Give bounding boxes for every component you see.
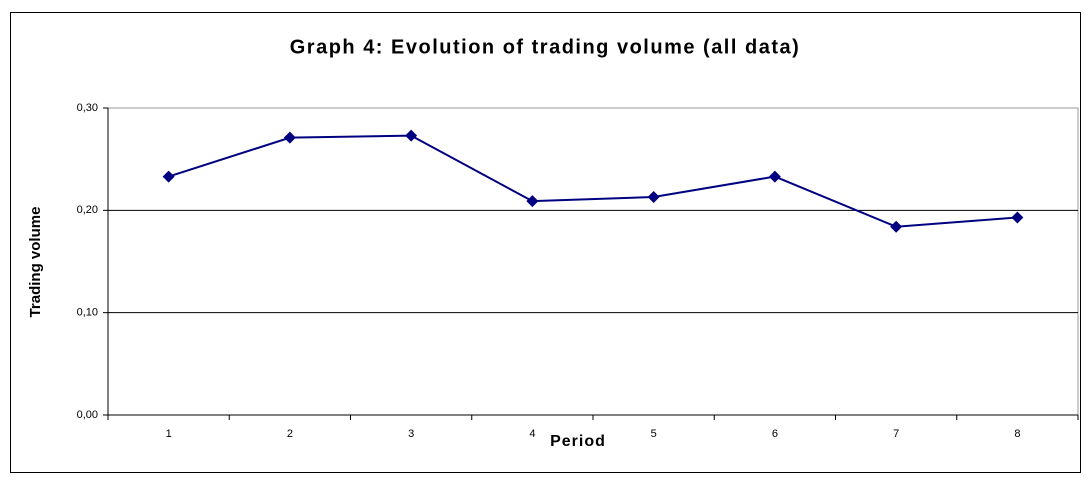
- plot-area: [107, 107, 1079, 416]
- series-line: [168, 134, 1018, 228]
- data-point: [768, 170, 781, 183]
- x-tick-label: 6: [772, 428, 778, 440]
- data-point: [405, 129, 418, 142]
- x-tick-label: 3: [408, 428, 414, 440]
- x-tick-label: 4: [529, 428, 535, 440]
- data-point: [526, 195, 539, 208]
- y-tick-label: 0,30: [77, 102, 98, 114]
- y-tick-label: 0,00: [77, 409, 98, 421]
- x-tick-label: 5: [651, 428, 657, 440]
- data-point: [162, 170, 175, 183]
- data-point: [890, 220, 903, 233]
- x-tick-label: 2: [287, 428, 293, 440]
- data-point: [1011, 211, 1024, 224]
- chart-title: Graph 4: Evolution of trading volume (al…: [290, 36, 801, 58]
- data-point: [647, 191, 660, 204]
- x-axis-label: Period: [550, 433, 606, 450]
- x-tick-label: 8: [1014, 428, 1020, 440]
- y-tick-label: 0,10: [77, 307, 98, 319]
- x-tick-label: 7: [893, 428, 899, 440]
- data-point: [283, 131, 296, 144]
- y-axis-label: Trading volume: [27, 207, 44, 318]
- x-tick-label: 1: [166, 428, 172, 440]
- y-tick-label: 0,20: [77, 204, 98, 216]
